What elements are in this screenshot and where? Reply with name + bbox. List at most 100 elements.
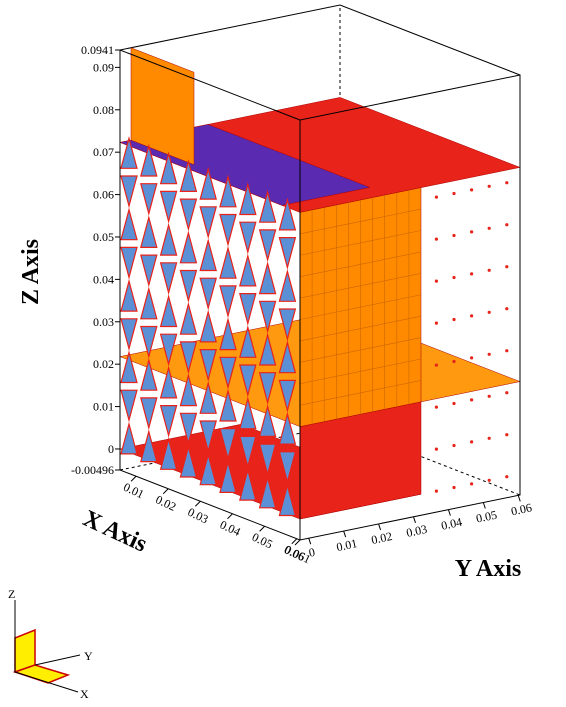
cone [260, 230, 276, 260]
cone [200, 278, 216, 308]
marker [470, 398, 473, 401]
cone [240, 294, 256, 324]
marker [452, 402, 455, 405]
z-tick-label: -0.00496 [71, 463, 114, 477]
y-tick-label: 0.01 [335, 536, 358, 554]
marker [452, 192, 455, 195]
triad-label: Y [84, 649, 93, 663]
marker [452, 234, 455, 237]
cone [220, 248, 236, 278]
z-tick-label: 0.04 [93, 272, 114, 286]
cone [180, 199, 196, 229]
cone [180, 271, 196, 301]
cone [121, 247, 137, 277]
triad-label: X [80, 687, 89, 701]
marker [470, 440, 473, 443]
z-axis-title: Z Axis [18, 239, 44, 305]
y-tick [379, 524, 381, 530]
triad-axis [35, 655, 80, 665]
z-tick-label: 0.03 [93, 315, 114, 329]
x-tick [260, 526, 265, 531]
x-axis-title: X Axis [79, 506, 151, 558]
marker [505, 181, 508, 184]
marker [435, 490, 438, 493]
y-tick [448, 510, 450, 516]
z-tick-label: 0.0941 [81, 43, 114, 57]
cone [121, 319, 137, 349]
marker [505, 265, 508, 268]
cone [240, 222, 256, 252]
chart: Z Axis X Axis Y Axis Z Y X -0.00496 0 0.01… [0, 0, 566, 702]
cone [121, 424, 137, 454]
z-tick-label: 0.07 [93, 145, 114, 159]
cone [180, 304, 196, 334]
marker [470, 356, 473, 359]
marker [488, 479, 491, 482]
marker [505, 475, 508, 478]
cone [161, 406, 177, 436]
marker [488, 227, 491, 230]
marker [505, 307, 508, 310]
x-tick [292, 539, 297, 544]
marker [452, 276, 455, 279]
cone [121, 210, 137, 240]
x-tick [228, 514, 233, 519]
cone [260, 264, 276, 294]
cone [141, 217, 157, 247]
x-tick-label: 0.03 [186, 505, 211, 527]
cone [279, 271, 295, 301]
marker [505, 223, 508, 226]
y-tick-label: 0.04 [440, 515, 463, 533]
marker [488, 185, 491, 188]
x-tick-label: 0.05 [250, 530, 275, 552]
cone [279, 238, 295, 268]
cone [200, 241, 216, 271]
x-tick-label: 0.04 [218, 517, 243, 539]
marker [435, 280, 438, 283]
cone [121, 281, 137, 311]
z-tick-label: 0.06 [93, 188, 114, 202]
axis-triad: Z Y X [8, 587, 93, 701]
cone [220, 215, 236, 245]
marker [470, 272, 473, 275]
marker [488, 395, 491, 398]
z-tick-label: 0.05 [93, 230, 114, 244]
marker [435, 238, 438, 241]
box-edge [120, 5, 520, 75]
z-tick-label: 0.02 [93, 357, 114, 371]
x-tick-label: 0.01 [121, 480, 146, 502]
y-axis-title: Y Axis [455, 556, 521, 582]
y-tick [413, 517, 415, 523]
y-tick [518, 495, 520, 501]
z-tick-label: 0.01 [93, 400, 114, 414]
x-tick [195, 501, 200, 506]
cone [200, 207, 216, 237]
y-tick [483, 503, 485, 509]
z-tick-label: 0.09 [93, 60, 114, 74]
marker [470, 230, 473, 233]
marker [470, 482, 473, 485]
y-tick-label: 0.05 [475, 508, 498, 526]
cone [141, 255, 157, 285]
cone [141, 184, 157, 214]
cone [141, 398, 157, 428]
marker [435, 364, 438, 367]
z-tick-label: 0 [108, 442, 114, 456]
marker [470, 314, 473, 317]
x-tick [131, 476, 136, 481]
marker [488, 353, 491, 356]
cone [200, 312, 216, 342]
marker [488, 269, 491, 272]
cone [141, 289, 157, 319]
cone [220, 286, 236, 316]
marker [470, 188, 473, 191]
marker [452, 360, 455, 363]
marker [452, 444, 455, 447]
marker [452, 486, 455, 489]
marker [505, 433, 508, 436]
marker [505, 349, 508, 352]
cone [161, 263, 177, 293]
cone [180, 233, 196, 263]
cone [161, 191, 177, 221]
cone [240, 256, 256, 286]
